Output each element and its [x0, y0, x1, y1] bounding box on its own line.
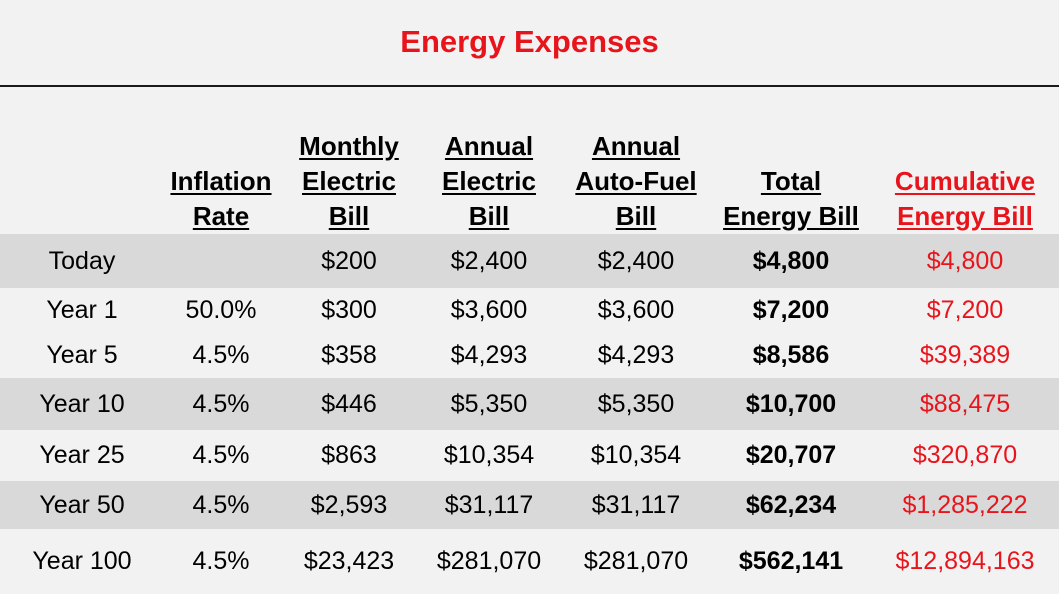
page-title: Energy Expenses	[400, 24, 659, 59]
cell-monthly: $446	[321, 389, 377, 418]
header-inflation-rate: Inflation Rate	[152, 130, 290, 234]
cell-period: Year 10	[39, 389, 125, 418]
header-monthly-electric-bill: Monthly Electric Bill	[288, 130, 410, 234]
header-line: Bill	[615, 201, 657, 231]
table-row: Today $200 $2,400 $2,400 $4,800 $4,800	[0, 234, 1059, 288]
cell-annual-electric: $281,070	[436, 546, 542, 575]
cell-period: Year 50	[39, 490, 125, 519]
cell-annual-auto-fuel: $5,350	[597, 389, 675, 418]
cell-inflation: 4.5%	[192, 441, 250, 469]
header-total-energy-bill: Total Energy Bill	[711, 130, 871, 234]
cell-annual-electric: $2,400	[450, 246, 528, 275]
cell-total: $8,586	[752, 341, 830, 369]
table-header: Inflation Rate Monthly Electric Bill Ann…	[0, 130, 1059, 234]
cell-inflation	[152, 234, 290, 288]
cell-monthly: $863	[321, 441, 377, 469]
header-line: Annual	[591, 131, 681, 161]
header-line: Bill	[328, 201, 370, 231]
cell-monthly: $300	[321, 296, 377, 324]
cell-monthly: $200	[321, 246, 377, 275]
cell-annual-auto-fuel: $281,070	[583, 546, 689, 575]
cell-total: $10,700	[745, 389, 837, 418]
header-line: Bill	[468, 201, 510, 231]
cell-annual-electric: $3,600	[450, 296, 528, 324]
cell-period: Year 5	[46, 341, 118, 369]
cell-annual-auto-fuel: $4,293	[597, 341, 675, 369]
cell-annual-electric: $5,350	[450, 389, 528, 418]
cell-inflation: 4.5%	[192, 389, 250, 418]
cell-annual-auto-fuel: $2,400	[597, 246, 675, 275]
cell-period: Today	[48, 246, 116, 275]
cell-cumulative: $39,389	[919, 341, 1011, 369]
header-line: Rate	[192, 201, 250, 231]
cell-cumulative: $12,894,163	[895, 546, 1035, 575]
header-line: Auto-Fuel	[575, 166, 697, 196]
cell-total: $62,234	[745, 490, 837, 519]
cell-annual-auto-fuel: $10,354	[590, 441, 682, 469]
cell-monthly: $23,423	[303, 546, 395, 575]
header-annual-electric-bill: Annual Electric Bill	[428, 130, 550, 234]
cell-annual-electric: $10,354	[443, 441, 535, 469]
header-line: Cumulative	[894, 166, 1036, 196]
cell-inflation: 4.5%	[192, 341, 250, 369]
cell-cumulative: $88,475	[919, 389, 1011, 418]
header-cumulative-energy-bill: Cumulative Energy Bill	[881, 130, 1049, 234]
table-row: Year 100 4.5% $23,423 $281,070 $281,070 …	[0, 529, 1059, 593]
cell-annual-electric: $31,117	[444, 490, 534, 519]
table-row: Year 10 4.5% $446 $5,350 $5,350 $10,700 …	[0, 378, 1059, 430]
cell-total: $20,707	[745, 441, 837, 469]
cell-inflation: 50.0%	[185, 296, 257, 324]
header-line: Monthly	[299, 131, 399, 161]
cell-cumulative: $7,200	[926, 296, 1004, 324]
table-row: Year 5 4.5% $358 $4,293 $4,293 $8,586 $3…	[0, 333, 1059, 378]
cell-monthly: $358	[321, 341, 377, 369]
cell-total: $562,141	[738, 546, 844, 575]
cell-annual-auto-fuel: $3,600	[597, 296, 675, 324]
cell-cumulative: $1,285,222	[902, 490, 1028, 519]
header-line: Energy Bill	[897, 201, 1033, 231]
table-body: Today $200 $2,400 $2,400 $4,800 $4,800 Y…	[0, 234, 1059, 593]
cell-total: $7,200	[752, 296, 830, 324]
cell-cumulative: $4,800	[926, 246, 1004, 275]
cell-total: $4,800	[752, 246, 830, 275]
cell-period: Year 100	[32, 546, 132, 575]
header-line: Electric	[302, 166, 396, 196]
header-line: Electric	[442, 166, 536, 196]
header-line: Annual	[444, 131, 534, 161]
header-line: Total	[760, 166, 822, 196]
table-row: Year 25 4.5% $863 $10,354 $10,354 $20,70…	[0, 430, 1059, 481]
table-row: Year 1 50.0% $300 $3,600 $3,600 $7,200 $…	[0, 288, 1059, 333]
table-row: Year 50 4.5% $2,593 $31,117 $31,117 $62,…	[0, 481, 1059, 529]
cell-annual-auto-fuel: $31,117	[591, 490, 681, 519]
cell-monthly: $2,593	[310, 490, 388, 519]
header-line: Energy Bill	[723, 201, 859, 231]
cell-annual-electric: $4,293	[450, 341, 528, 369]
title-divider	[0, 85, 1059, 87]
cell-inflation: 4.5%	[192, 546, 250, 575]
header-line: Inflation	[170, 166, 272, 196]
cell-cumulative: $320,870	[912, 441, 1018, 469]
cell-period: Year 25	[39, 441, 125, 469]
cell-period: Year 1	[46, 296, 118, 324]
header-annual-auto-fuel-bill: Annual Auto-Fuel Bill	[564, 130, 708, 234]
cell-inflation: 4.5%	[192, 490, 250, 519]
